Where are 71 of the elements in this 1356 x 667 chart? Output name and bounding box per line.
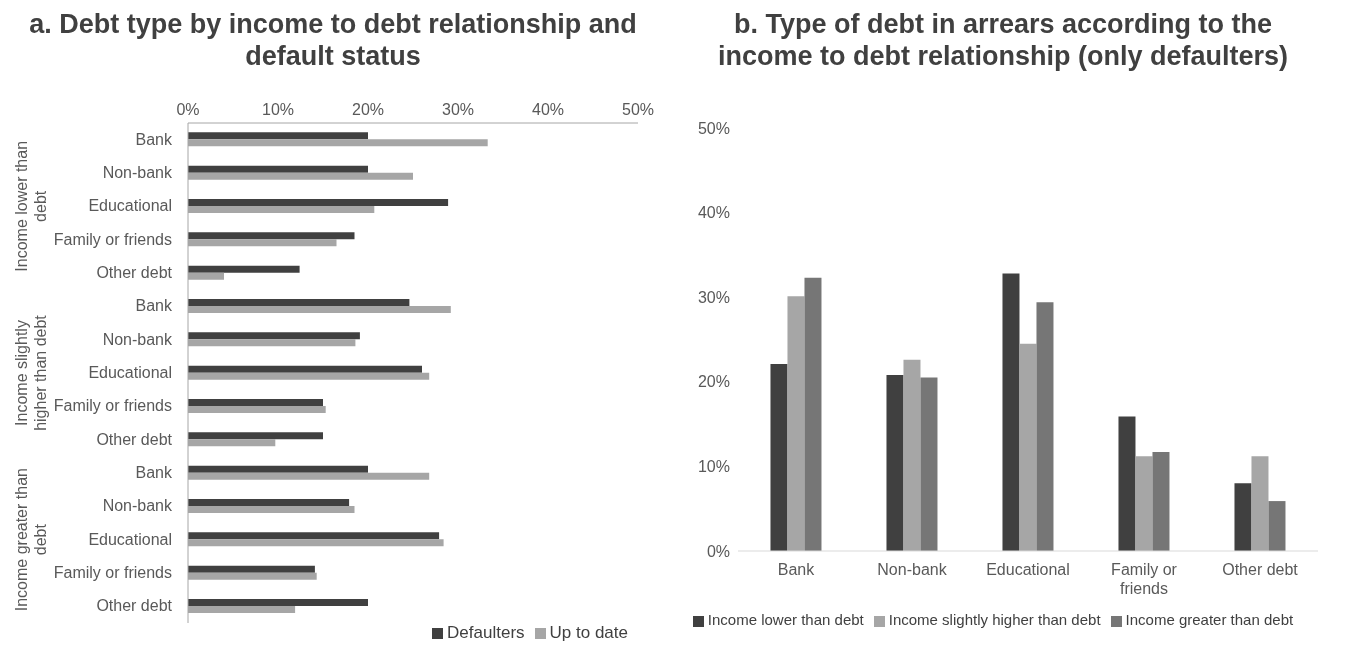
bar [188,132,368,140]
y-tick-label: 40% [697,204,730,222]
bar [188,299,410,306]
bar [804,277,822,551]
y-tick-label: Other debt [96,597,173,615]
x-tick-label: Other debt [1222,561,1299,578]
x-tick-label: Non-bank [877,561,948,578]
bar [1251,456,1269,551]
chart-title: a. Debt type by income to debt relationship and default status [28,8,638,73]
bar [188,532,440,540]
y-tick-label: Educational [88,197,172,215]
bar [188,399,323,406]
bar [1036,302,1054,551]
x-tick-label: 50% [621,101,655,118]
y-tick-label: Educational [88,364,172,381]
legend-label: Income slightly higher than debt [888,611,1101,628]
x-tick-label: 10% [261,101,295,118]
bar [787,296,805,551]
y-tick-label: Other debt [96,430,173,448]
x-tick-label: 0% [176,101,200,118]
bar [188,499,350,506]
text: Income lower than debt [13,140,49,272]
x-tick-label: 30% [441,101,475,118]
y-tick-label: Other debt [96,264,173,281]
x-tick-label: 20% [351,101,385,118]
bar [1135,456,1153,551]
y-tick-label: Non-bank [102,330,173,348]
bar [188,465,368,473]
bar [1268,501,1286,551]
text: Income greater than debt [13,468,49,612]
y-tick-label: 20% [697,373,730,391]
y-tick-label: Non-bank [102,497,173,515]
bar [188,332,360,340]
y-tick-label: 30% [697,288,730,306]
chart-title: b. Type of debt in arrears according to the income to debt relationship (only defaulters) [716,8,1290,73]
bar [188,432,323,440]
bar [1234,483,1252,551]
bar [886,375,904,551]
bar [188,599,368,606]
legend-label: Defaulters [447,623,525,642]
x-tick-label: 40% [531,101,565,118]
x-tick-label: Educational [986,561,1070,578]
legend-label: Income greater than debt [1125,611,1294,628]
y-tick-label: Bank [135,130,173,148]
bar [188,365,422,373]
y-tick-label: 0% [706,542,730,560]
x-tick-label: Bank [777,561,816,578]
bar [1002,273,1020,551]
bar [188,565,315,573]
bar [188,265,300,273]
legend-label: Income lower than debt [707,611,864,628]
bar [188,232,355,240]
bar [188,199,449,206]
bar [920,377,938,551]
bar [1152,452,1170,551]
bar [188,165,368,173]
y-tick-label: Non-bank [102,164,173,181]
bar [1019,343,1037,551]
y-tick-label: Bank [135,464,173,481]
y-tick-label: Educational [88,530,172,548]
legend-label: Up to date [549,623,628,642]
y-tick-label: Family or friends [53,230,172,248]
bar [770,364,788,551]
y-tick-label: 10% [697,458,730,476]
y-tick-label: Family or friends [53,397,172,415]
y-tick-label: Bank [135,297,173,315]
y-tick-label: 50% [697,119,730,137]
x-tick-label: Family or friends [1111,561,1178,597]
text: Income slightly higher than debt [13,314,49,431]
bar [903,359,921,551]
bar [1118,416,1136,551]
